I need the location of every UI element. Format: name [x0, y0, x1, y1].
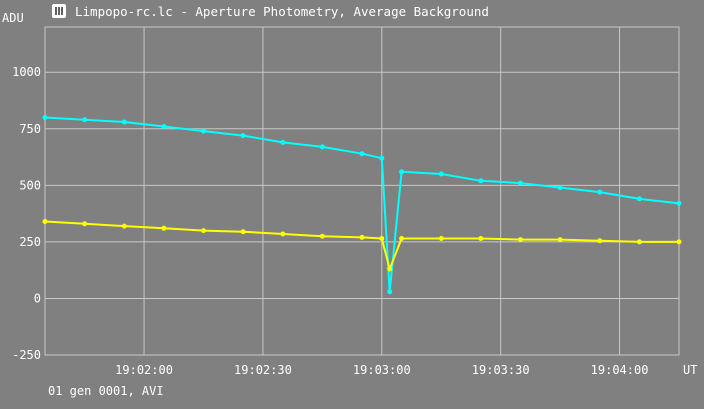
footer-caption: 01 gen 0001, AVI: [48, 384, 164, 398]
series-1-point: [518, 180, 523, 186]
axis-labels: -250 0 250 500 750 1000 19:02:00 19:02:30 19:03:…: [12, 65, 648, 377]
series-2-point: [121, 223, 127, 229]
series-2-point: [379, 236, 385, 241]
series-2-point: [557, 237, 563, 243]
series-2-point: [82, 221, 88, 227]
series-1-point: [438, 171, 444, 177]
series-2-point: [597, 238, 603, 244]
series-1-point: [359, 151, 365, 157]
series-1-line: [44, 116, 680, 292]
series-2-point: [240, 229, 246, 235]
series-2-point: [319, 233, 325, 239]
series-2-point: [280, 231, 286, 237]
series-2-point: [478, 236, 484, 241]
series-1-point: [557, 185, 563, 191]
y-tick-label: 1000: [12, 65, 41, 79]
y-tick-label: 750: [19, 122, 41, 136]
x-tick-label: 19:03:30: [472, 363, 530, 377]
series-2-point: [161, 225, 167, 231]
series-1-point: [597, 189, 603, 195]
series-1-point: [280, 139, 286, 145]
series-1-point: [161, 124, 167, 129]
series-1: [42, 115, 682, 295]
series-1-point: [201, 128, 206, 134]
series-1-point: [379, 155, 385, 161]
app-logo-icon: [52, 4, 66, 18]
series-2-point: [201, 228, 206, 234]
series-1-point: [42, 115, 48, 120]
x-tick-label: 19:03:00: [353, 363, 411, 377]
y-tick-label: 0: [34, 291, 41, 305]
series-2-point: [42, 219, 48, 224]
series-2-line: [44, 220, 679, 273]
series-2-point: [676, 239, 682, 245]
data-series: [42, 115, 682, 295]
series-1-point: [82, 117, 88, 123]
title-bar: Limpopo-rc.lc - Aperture Photometry, Ave…: [0, 0, 704, 24]
series-1-point: [240, 133, 246, 139]
x-tick-label: 19:04:00: [591, 363, 649, 377]
y-axis-label: ADU: [2, 11, 24, 25]
series-2-point: [399, 236, 405, 241]
series-1-point: [399, 169, 405, 175]
series-1-point: [676, 200, 682, 206]
y-tick-label: 500: [19, 178, 41, 192]
series-2: [42, 219, 682, 273]
series-1-point: [319, 144, 325, 150]
series-1-point: [636, 196, 642, 202]
series-1-point: [121, 119, 127, 125]
chart-title: Limpopo-rc.lc - Aperture Photometry, Ave…: [75, 4, 489, 19]
x-tick-label: 19:02:30: [234, 363, 292, 377]
series-2-point: [359, 234, 365, 240]
x-tick-label: 19:02:00: [115, 363, 173, 377]
series-2-point: [518, 237, 523, 243]
series-1-point: [387, 289, 393, 295]
series-2-point: [636, 239, 642, 245]
y-tick-label: 250: [19, 235, 41, 249]
x-axis-label: UT: [683, 363, 697, 377]
y-tick-label: -250: [12, 348, 41, 362]
series-2-point: [438, 236, 444, 241]
series-2-point: [387, 266, 393, 272]
series-1-point: [478, 178, 484, 184]
grid-lines: [45, 27, 679, 356]
